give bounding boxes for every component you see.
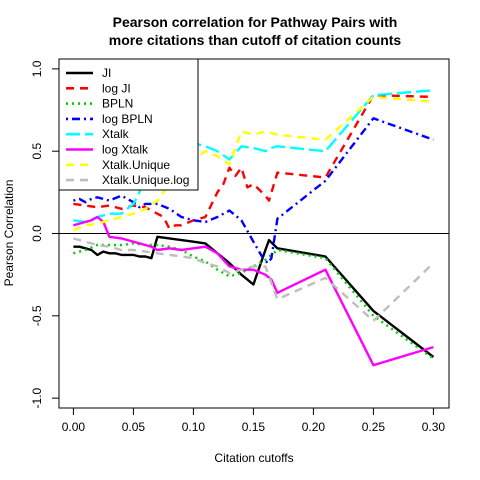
- x-tick-label: 0.15: [242, 420, 266, 434]
- x-tick-label: 0.05: [122, 420, 146, 434]
- y-tick-label: -1.0: [30, 387, 44, 408]
- legend-label-7: Xtalk.Unique: [102, 158, 170, 172]
- x-axis: 0.00 0.05 0.10 0.15 0.20 0.25 0.30: [62, 407, 446, 434]
- legend-label-5: Xtalk: [102, 127, 130, 141]
- series-line-4: [73, 117, 434, 265]
- legend-label-3: BPLN: [102, 97, 133, 111]
- series-line-3: [73, 242, 435, 360]
- y-axis-label: Pearson Correlation: [2, 180, 16, 287]
- legend-label-8: Xtalk.Unique.log: [102, 173, 189, 187]
- series-line-2: [73, 94, 434, 230]
- x-tick-label: 0.20: [302, 420, 326, 434]
- chart-title-line-1: Pearson correlation for Pathway Pairs wi…: [113, 14, 398, 30]
- series-line-8: [73, 237, 435, 322]
- legend-box: [58, 58, 199, 191]
- series-line-5: [73, 89, 434, 224]
- y-tick-label: 1.0: [30, 60, 44, 77]
- y-axis: -1.0 -0.5 0.0 0.5 1.0: [30, 60, 60, 408]
- x-tick-label: 0.30: [422, 420, 446, 434]
- x-axis-label: Citation cutoffs: [214, 451, 293, 465]
- x-tick-label: 0.10: [182, 420, 206, 434]
- x-tick-label: 0.25: [362, 420, 386, 434]
- chart-title-line-2: more citations than cutoff of citation c…: [109, 32, 402, 48]
- legend-label-6: log Xtalk: [102, 143, 149, 157]
- x-tick-label: 0.00: [62, 420, 86, 434]
- y-tick-label: 0.0: [30, 225, 44, 242]
- legend-label-1: JI: [102, 66, 111, 80]
- series-line-1: [73, 235, 435, 358]
- y-tick-label: -0.5: [30, 305, 44, 326]
- series-line-6: [73, 215, 434, 367]
- legend-label-4: log BPLN: [102, 112, 153, 126]
- legend-label-2: log JI: [102, 81, 131, 95]
- y-tick-label: 0.5: [30, 143, 44, 160]
